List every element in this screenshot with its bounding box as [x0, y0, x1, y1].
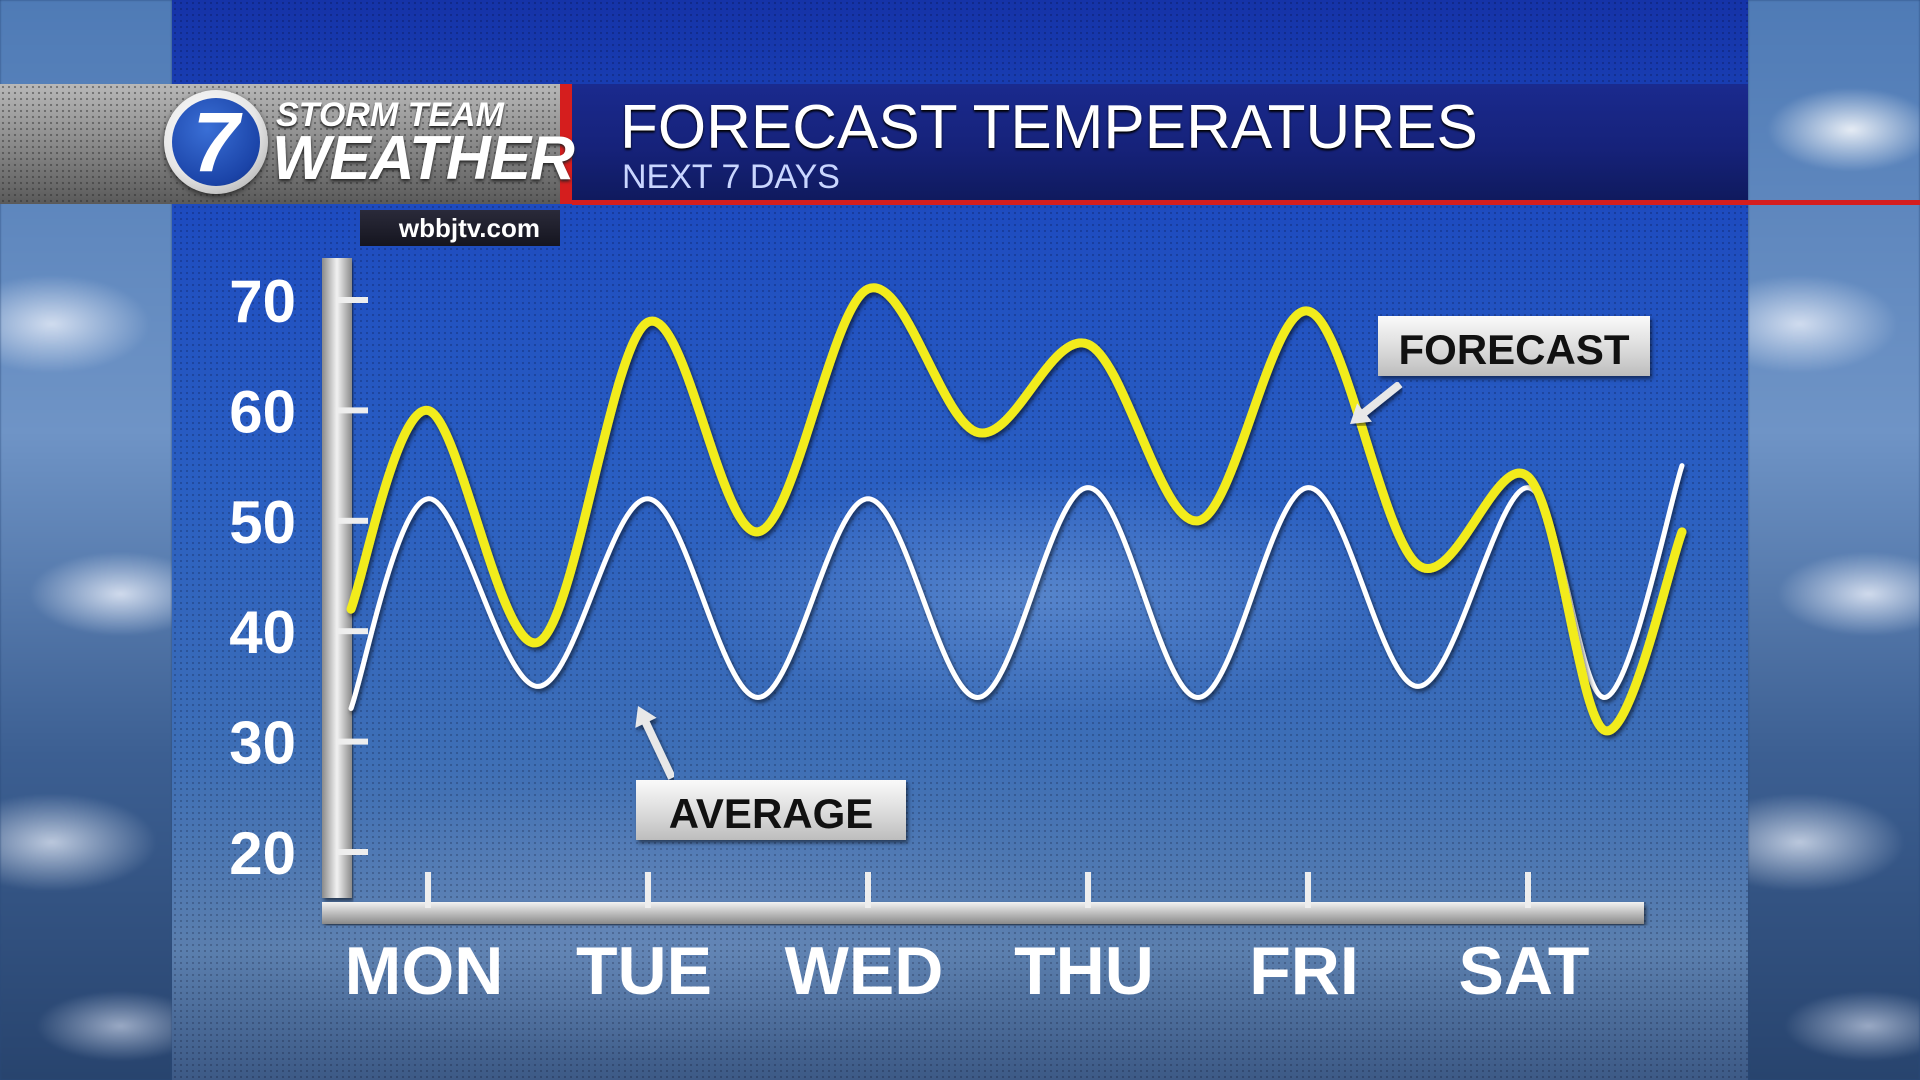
forecast-label: FORECAST	[1398, 326, 1630, 373]
y-tick-label: 50	[229, 489, 296, 556]
y-tick-label: 20	[229, 820, 296, 887]
website-tag: wbbjtv.com	[360, 210, 560, 246]
page-title: FORECAST TEMPERATURES	[620, 93, 1478, 162]
x-tick-label: MON	[345, 933, 504, 1009]
y-tick-mark	[338, 738, 368, 745]
y-tick-mark	[338, 517, 368, 524]
website-label: wbbjtv.com	[398, 213, 540, 243]
forecast-callout: FORECAST	[1378, 316, 1650, 376]
x-tick-label: WED	[785, 933, 944, 1009]
header-divider	[560, 84, 572, 204]
header-bar: 7 STORM TEAM WEATHER FORECAST TEMPERATUR…	[0, 84, 1920, 205]
header-logo-block	[0, 84, 560, 204]
x-tick-mark	[865, 872, 871, 908]
header-title-block	[572, 84, 1748, 200]
y-tick-mark	[338, 849, 368, 855]
average-callout-arrow	[635, 706, 676, 780]
x-tick-mark	[425, 872, 431, 908]
y-tick-mark	[338, 297, 368, 303]
cloud-background-right	[1748, 0, 1920, 1080]
average-series-line	[348, 463, 1685, 711]
forecast-series-line	[346, 283, 1687, 736]
header-underline	[572, 200, 1920, 205]
x-tick-mark	[1305, 872, 1311, 908]
y-tick-label: 40	[229, 599, 296, 666]
x-axis	[322, 902, 1644, 924]
forecast-callout-arrow	[1350, 380, 1403, 424]
y-tick-mark	[338, 628, 368, 635]
y-tick-label: 60	[229, 378, 296, 445]
logo-number: 7	[192, 95, 240, 189]
brand-line-2: WEATHER	[272, 124, 575, 193]
x-tick-label: FRI	[1249, 933, 1359, 1009]
y-axis	[322, 258, 352, 898]
channel-7-logo-icon: 7	[164, 90, 268, 194]
x-tick-mark	[1525, 872, 1531, 908]
y-tick-mark	[338, 407, 368, 414]
brand-line-1: STORM TEAM	[276, 96, 504, 134]
x-tick-mark	[645, 872, 651, 908]
x-tick-label: THU	[1014, 933, 1154, 1009]
x-tick-label: SAT	[1459, 933, 1590, 1009]
y-tick-label: 70	[229, 268, 296, 335]
average-label: AVERAGE	[668, 790, 874, 837]
average-callout: AVERAGE	[636, 780, 906, 840]
x-tick-mark	[1085, 872, 1091, 908]
x-tick-label: TUE	[576, 933, 712, 1009]
y-tick-label: 30	[229, 710, 296, 777]
page-subtitle: NEXT 7 DAYS	[622, 158, 840, 196]
